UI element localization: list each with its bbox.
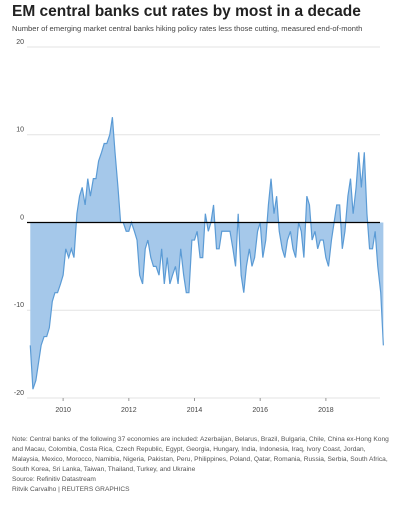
note: Note: Central banks of the following 37 …: [12, 436, 389, 473]
y-tick-label: 20: [16, 39, 24, 46]
y-tick-label: 10: [16, 127, 24, 134]
source: Source: Refinitiv Datastream: [12, 476, 96, 483]
chart: -20 -10 0 10 20 2010 2012 2014 2016 2018: [14, 39, 384, 414]
x-tick-label: 2010: [55, 407, 71, 414]
y-tick-label: -20: [14, 390, 24, 397]
x-tick-label: 2014: [187, 407, 203, 414]
x-tick-label: 2016: [252, 407, 268, 414]
x-tick-label: 2018: [318, 407, 334, 414]
credit: Ritvik Carvalho | REUTERS GRAPHICS: [12, 486, 130, 493]
y-tick-label: -10: [14, 302, 24, 309]
chart-title: EM central banks cut rates by most in a …: [12, 3, 361, 20]
x-tick-label: 2012: [121, 407, 137, 414]
chart-subtitle: Number of emerging market central banks …: [12, 24, 363, 33]
line: [29, 117, 384, 390]
footnotes: Note: Central banks of the following 37 …: [12, 435, 392, 495]
y-tick-label: 0: [20, 214, 24, 221]
